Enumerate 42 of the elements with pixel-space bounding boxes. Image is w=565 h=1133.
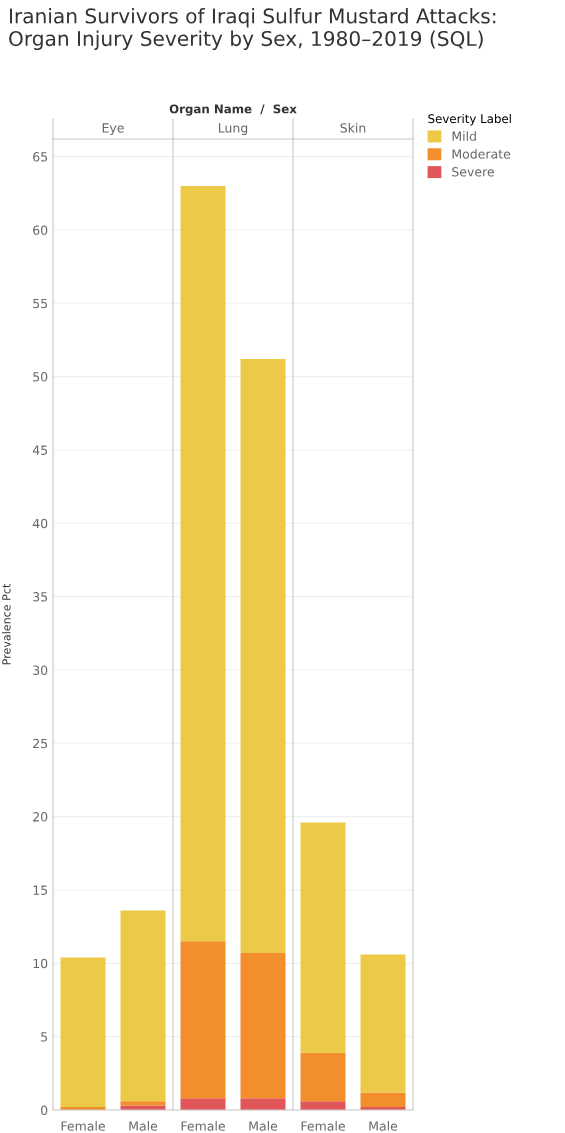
y-tick-label: 30 <box>33 665 48 675</box>
y-axis-title: Prevalence Pct <box>2 583 11 665</box>
y-tick-label: 50 <box>33 372 48 382</box>
x-tick-label: Female <box>181 1121 225 1131</box>
legend-label: Severe <box>452 167 494 177</box>
bar <box>360 1092 406 1108</box>
y-tick-label: 5 <box>41 1032 48 1042</box>
y-tick-label: 55 <box>33 298 48 309</box>
y-tick-label: 35 <box>33 592 48 602</box>
legend-title: Severity Label <box>428 114 511 126</box>
chart-title: Skin <box>340 122 366 133</box>
chart-title: Lung <box>218 123 248 136</box>
x-tick-label: Female <box>301 1121 345 1131</box>
bar <box>120 1101 166 1106</box>
y-tick-label: 0 <box>41 1105 48 1115</box>
y-tick-label: 60 <box>33 225 48 235</box>
y-tick-label: 10 <box>33 958 48 969</box>
bar <box>180 1098 226 1110</box>
bar <box>360 954 406 1093</box>
y-tick-label: 25 <box>33 738 48 749</box>
bar <box>240 359 286 954</box>
y-tick-label: 45 <box>32 445 48 455</box>
legend-label: Mild <box>452 131 476 141</box>
x-tick-label: Male <box>129 1121 158 1131</box>
x-tick-label: Male <box>369 1121 398 1131</box>
bar <box>240 1098 286 1110</box>
text: Iranian Survivors of Iraqi Sulfur Mustard Attacks: Organ Injury Severity by Sex, 1980–2019 (SQL) <box>9 8 496 51</box>
bar <box>300 822 346 1053</box>
y-tick-label: 20 <box>33 812 48 822</box>
bar <box>180 941 226 1099</box>
text: Organ Name / Sex <box>169 104 297 116</box>
x-tick-label: Male <box>249 1121 278 1131</box>
x-tick-label: Female <box>61 1121 105 1131</box>
y-tick-label: 40 <box>32 518 48 529</box>
y-tick-label: 15 <box>33 885 48 895</box>
chart-title: Eye <box>102 123 124 136</box>
bar <box>240 953 286 1099</box>
bar <box>120 910 166 1102</box>
bar <box>300 1052 346 1102</box>
bar <box>60 957 106 1108</box>
y-tick-label: 65 <box>33 152 48 162</box>
legend-label: Moderate <box>452 149 511 159</box>
